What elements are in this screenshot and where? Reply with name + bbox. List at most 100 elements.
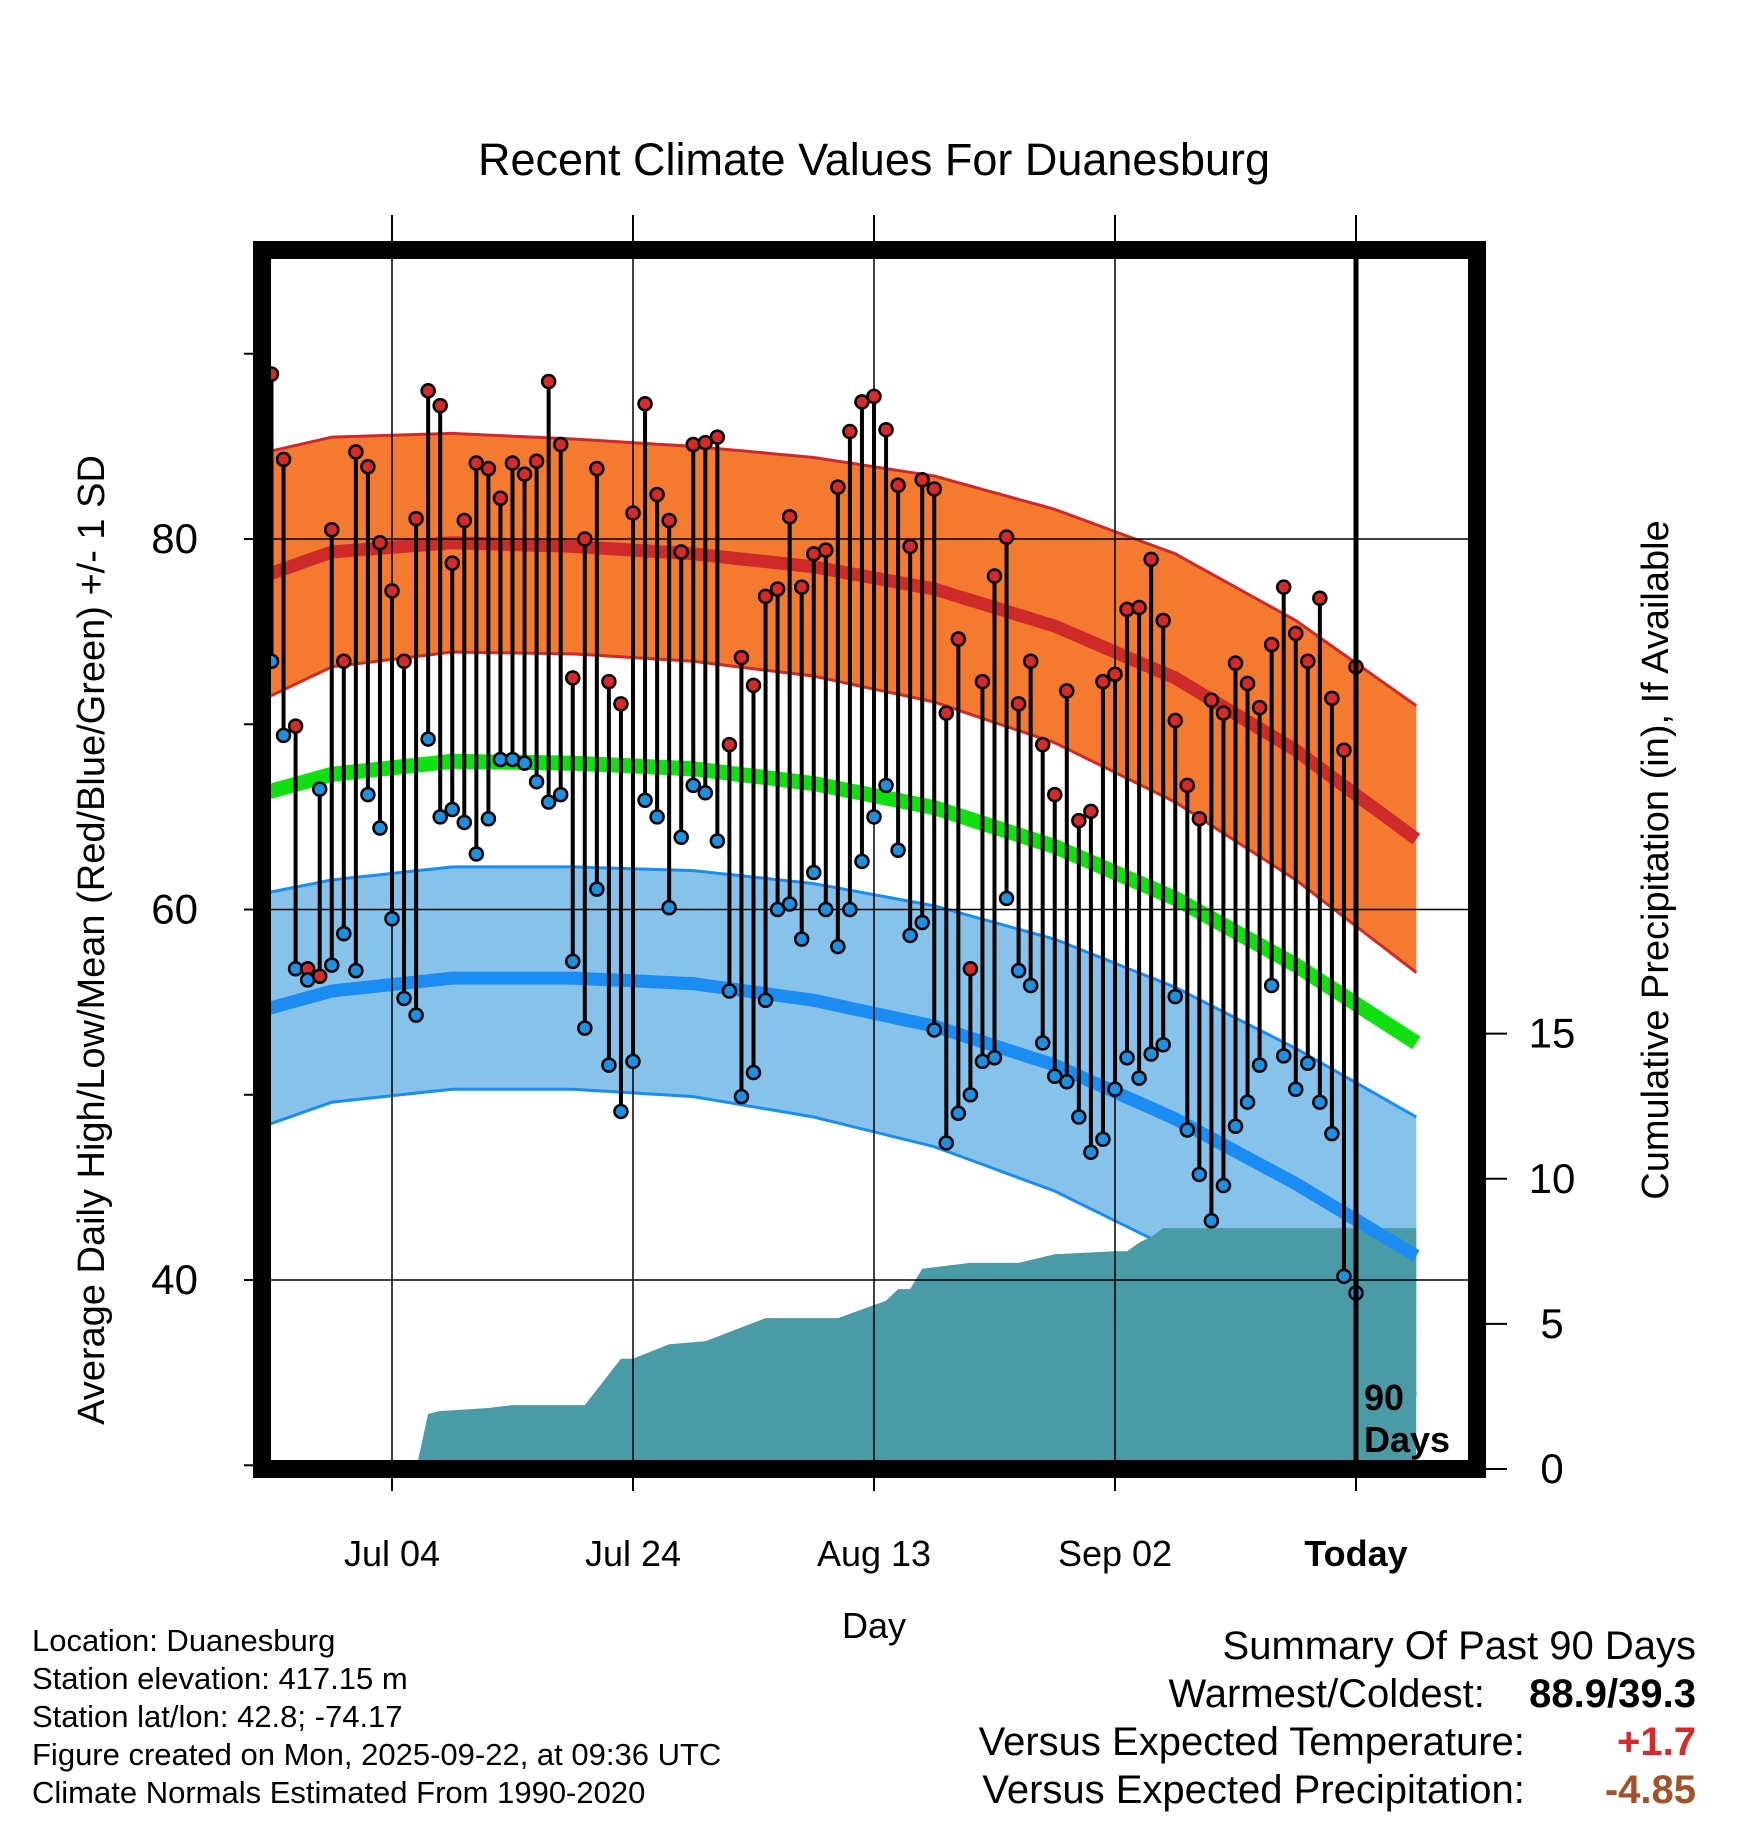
daily-high-point — [432, 397, 448, 414]
today-label-days-count: 90 — [1364, 1377, 1404, 1418]
x-tick-label: Jul 24 — [585, 1533, 681, 1574]
daily-high-point — [781, 509, 798, 525]
station-info: Location: Duanesburg Station elevation: … — [32, 1622, 721, 1812]
warm-cold-value: 88.9/39.3 — [1529, 1672, 1696, 1716]
daily-high-point — [1288, 625, 1304, 642]
latlon-text: Station lat/lon: 42.8; -74.17 — [32, 1699, 403, 1734]
daily-low-point — [1155, 1037, 1171, 1053]
daily-low-point — [1047, 1068, 1063, 1085]
daily-low-point — [384, 911, 400, 927]
daily-low-point — [625, 1053, 641, 1070]
daily-low-point — [637, 792, 653, 808]
daily-low-point — [1143, 1046, 1159, 1062]
daily-high-point — [1336, 742, 1352, 758]
daily-high-point — [890, 477, 906, 494]
precip-value: -4.85 — [1604, 1768, 1696, 1812]
daily-low-point — [432, 809, 448, 825]
daily-high-point — [938, 705, 955, 721]
daily-high-point — [986, 568, 1003, 584]
daily-high-point — [1143, 551, 1159, 568]
daily-low-point — [926, 1022, 942, 1038]
daily-high-point — [1300, 653, 1316, 670]
daily-low-point — [938, 1135, 955, 1151]
daily-high-point — [625, 505, 641, 521]
daily-low-point — [1034, 1035, 1051, 1051]
daily-high-point — [1131, 599, 1147, 616]
daily-low-point — [1131, 1070, 1147, 1086]
daily-low-point — [589, 881, 605, 897]
daily-low-point — [1071, 1109, 1087, 1125]
daily-high-point — [1010, 696, 1027, 712]
x-tick-label: Jul 04 — [344, 1533, 440, 1574]
location-text: Location: Duanesburg — [32, 1623, 336, 1658]
daily-low-point — [1239, 1094, 1256, 1110]
daily-low-point — [673, 829, 689, 846]
daily-low-point — [649, 809, 665, 825]
daily-low-point — [565, 953, 581, 970]
daily-high-point — [793, 579, 810, 595]
daily-low-point — [1022, 977, 1039, 994]
daily-low-point — [1095, 1131, 1111, 1147]
daily-high-point — [1275, 579, 1292, 595]
x-tick-label: Sep 02 — [1058, 1533, 1172, 1574]
daily-low-point — [878, 777, 894, 794]
daily-low-point — [1251, 1057, 1268, 1073]
precip-label: Versus Expected Precipitation: — [982, 1768, 1525, 1812]
daily-high-point — [1239, 675, 1256, 692]
daily-low-point — [577, 1020, 593, 1036]
daily-low-point — [793, 931, 810, 947]
daily-high-point — [1034, 736, 1051, 753]
precip-tick-label: 0 — [1540, 1445, 1563, 1492]
daily-low-point — [890, 842, 906, 858]
daily-high-point — [1312, 590, 1328, 607]
daily-high-point — [348, 444, 364, 460]
daily-high-point — [769, 581, 786, 597]
daily-high-point — [601, 673, 617, 690]
daily-low-point — [275, 727, 292, 744]
daily-low-point — [866, 809, 882, 825]
warm-cold-label: Warmest/Coldest: — [1168, 1672, 1485, 1716]
daily-high-point — [360, 459, 376, 475]
normal-high-upper-sd-line — [262, 431, 1418, 707]
daily-low-point — [806, 864, 822, 881]
daily-high-point — [745, 677, 762, 694]
daily-low-point — [745, 1064, 762, 1081]
daily-high-point — [1167, 712, 1183, 729]
daily-low-point — [1119, 1049, 1135, 1066]
daily-low-point — [962, 1087, 979, 1103]
summary-warm-cold: Warmest/Coldest: 88.9/39.3 — [979, 1670, 1697, 1718]
daily-high-point — [420, 383, 436, 399]
daily-high-point — [637, 396, 653, 412]
daily-high-point — [528, 453, 545, 469]
daily-high-point — [1095, 673, 1111, 690]
daily-low-point — [420, 731, 436, 747]
daily-low-point — [1215, 1177, 1232, 1194]
precip-tick-label: 15 — [1529, 1010, 1576, 1057]
temp-value: +1.7 — [1617, 1720, 1696, 1764]
daily-high-point — [1022, 653, 1039, 670]
daily-low-point — [721, 983, 738, 999]
daily-high-point — [504, 455, 521, 471]
daily-high-point — [733, 649, 750, 666]
daily-low-point — [1203, 1213, 1220, 1229]
daily-low-point — [998, 890, 1015, 907]
x-tick-label: Today — [1304, 1533, 1407, 1574]
daily-high-point — [914, 471, 930, 488]
daily-high-point — [757, 588, 774, 605]
daily-high-point — [384, 583, 400, 599]
daily-high-point — [998, 529, 1015, 545]
daily-high-point — [1191, 810, 1208, 827]
daily-high-point — [962, 961, 979, 977]
precip-tick-label: 5 — [1540, 1300, 1563, 1347]
daily-low-point — [516, 755, 533, 771]
normal-low-upper-sd-line — [262, 865, 1418, 1119]
daily-high-point — [649, 486, 665, 503]
daily-high-point — [709, 429, 726, 445]
daily-low-point — [914, 914, 930, 931]
daily-low-point — [1312, 1094, 1328, 1110]
plot-frame — [253, 241, 1486, 1478]
daily-low-point — [769, 901, 786, 918]
daily-high-point — [324, 521, 340, 538]
today-label-days-word: Days — [1364, 1419, 1450, 1460]
created-text: Figure created on Mon, 2025-09-22, at 09… — [32, 1737, 722, 1772]
